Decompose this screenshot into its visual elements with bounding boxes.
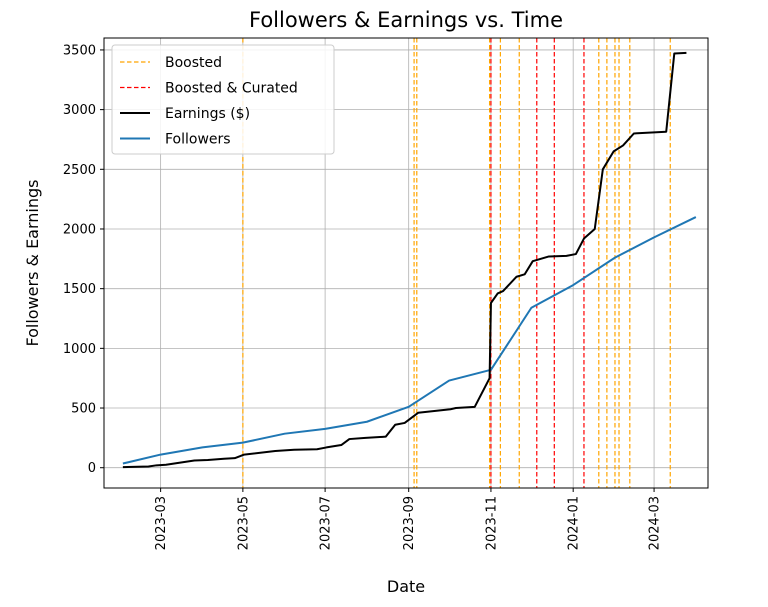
x-tick-label: 2023-07 [319, 496, 334, 550]
x-tick-label: 2024-01 [567, 496, 582, 550]
legend-label-curated: Boosted & Curated [165, 81, 298, 97]
followers-line [123, 217, 696, 463]
x-tick-label: 2023-11 [484, 496, 499, 550]
x-tick-label: 2023-09 [402, 496, 417, 550]
y-tick-label: 500 [71, 402, 96, 417]
x-tick-label: 2023-03 [154, 496, 169, 550]
chart: 0 500 1000 1500 2000 2500 3000 3500 2023-03 2023-… [0, 0, 768, 607]
y-tick-label: 2500 [63, 163, 96, 178]
chart-title: Followers & Earnings vs. Time [249, 8, 563, 32]
x-tick-label: 2024-03 [648, 496, 663, 550]
legend-label-earnings: Earnings ($) [165, 106, 250, 122]
legend-label-followers: Followers [165, 132, 231, 148]
y-axis-label: Followers & Earnings [23, 179, 42, 346]
legend-label-boosted: Boosted [165, 55, 222, 71]
legend: Boosted Boosted & Curated Earnings ($) Foll… [112, 45, 334, 154]
y-tick-label: 1500 [63, 282, 96, 297]
x-tick-label: 2023-05 [236, 496, 251, 550]
y-tick-label: 1000 [63, 342, 96, 357]
x-axis-label: Date [387, 577, 425, 596]
y-tick-label: 2000 [63, 222, 96, 237]
y-tick-label: 0 [88, 461, 96, 476]
y-tick-label: 3500 [63, 43, 96, 58]
y-tick-label: 3000 [63, 103, 96, 118]
